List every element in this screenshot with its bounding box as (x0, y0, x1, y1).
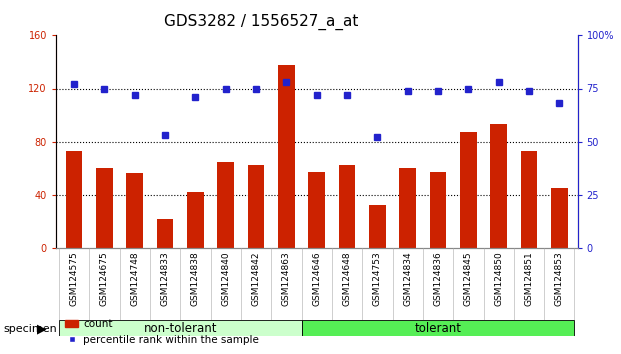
Bar (187, 192, 204, 248)
Bar (309, 172, 325, 248)
Text: GSM124748: GSM124748 (130, 251, 139, 306)
Text: GSM124853: GSM124853 (555, 251, 564, 306)
Bar (430, 172, 446, 248)
Text: GSM124863: GSM124863 (282, 251, 291, 306)
Bar (551, 188, 568, 248)
Bar (217, 161, 234, 248)
Text: GSM124845: GSM124845 (464, 251, 473, 306)
Bar (338, 166, 355, 248)
Text: GSM124836: GSM124836 (433, 251, 443, 306)
Bar (302, 320, 574, 336)
Bar (127, 173, 143, 248)
Text: GSM124575: GSM124575 (70, 251, 79, 306)
Bar (369, 205, 386, 248)
Bar (96, 168, 113, 248)
Text: GDS3282 / 1556527_a_at: GDS3282 / 1556527_a_at (163, 14, 358, 30)
Text: GSM124840: GSM124840 (221, 251, 230, 306)
Text: GSM124851: GSM124851 (525, 251, 533, 306)
Bar (66, 151, 83, 248)
Text: GSM124646: GSM124646 (312, 251, 321, 306)
Bar (156, 218, 173, 248)
Text: non-tolerant: non-tolerant (143, 322, 217, 335)
Text: GSM124842: GSM124842 (252, 251, 261, 306)
Bar (248, 166, 265, 248)
Text: GSM124753: GSM124753 (373, 251, 382, 306)
Text: GSM124834: GSM124834 (403, 251, 412, 306)
Bar (460, 132, 477, 248)
Text: GSM124838: GSM124838 (191, 251, 200, 306)
Text: GSM124850: GSM124850 (494, 251, 503, 306)
Text: ▶: ▶ (37, 322, 47, 335)
Text: specimen: specimen (3, 324, 57, 333)
Text: tolerant: tolerant (415, 322, 461, 335)
Bar (278, 65, 295, 248)
Bar (59, 320, 302, 336)
Text: GSM124675: GSM124675 (100, 251, 109, 306)
Bar (491, 124, 507, 248)
Text: GSM124833: GSM124833 (161, 251, 170, 306)
Text: GSM124648: GSM124648 (343, 251, 351, 306)
Legend: count, percentile rank within the sample: count, percentile rank within the sample (61, 315, 263, 349)
Bar (399, 168, 416, 248)
Bar (520, 151, 537, 248)
